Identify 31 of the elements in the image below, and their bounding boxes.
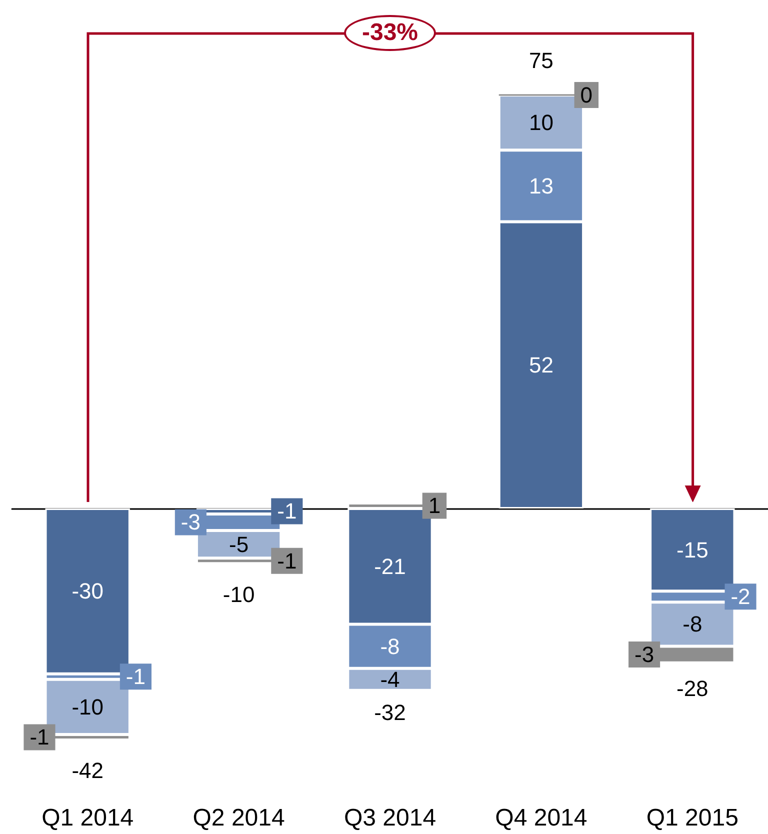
data-label: -1 — [30, 724, 50, 750]
data-label: -8 — [682, 612, 702, 637]
total-label: -28 — [676, 676, 708, 702]
data-label: -8 — [380, 634, 400, 659]
data-label: -5 — [229, 532, 249, 557]
data-label: -3 — [180, 510, 200, 535]
data-label: -1 — [277, 548, 297, 574]
x-tick-label: Q4 2014 — [495, 804, 588, 832]
data-label: 52 — [528, 352, 554, 378]
data-label: -4 — [380, 666, 400, 692]
total-label: 75 — [528, 48, 554, 74]
data-label: -21 — [374, 554, 406, 579]
data-label: 0 — [580, 82, 593, 108]
x-tick-label: Q1 2015 — [646, 804, 738, 832]
x-tick-label: Q2 2014 — [192, 804, 285, 832]
data-label: -10 — [72, 694, 104, 720]
data-label: -30 — [72, 578, 104, 604]
total-label: -10 — [222, 582, 255, 608]
data-label: -2 — [730, 584, 750, 610]
total-label: -32 — [374, 700, 406, 726]
x-tick-label: Q1 2014 — [42, 804, 134, 832]
text: -33% — [344, 15, 436, 51]
data-label: 10 — [528, 110, 554, 136]
data-label: -1 — [126, 664, 146, 690]
data-label: 1 — [428, 493, 441, 518]
data-label: 13 — [528, 173, 554, 198]
data-label: -3 — [634, 642, 654, 668]
total-label: -42 — [72, 758, 104, 784]
x-tick-label: Q3 2014 — [344, 804, 436, 832]
data-label: -15 — [676, 537, 708, 562]
data-label: -1 — [277, 498, 297, 524]
